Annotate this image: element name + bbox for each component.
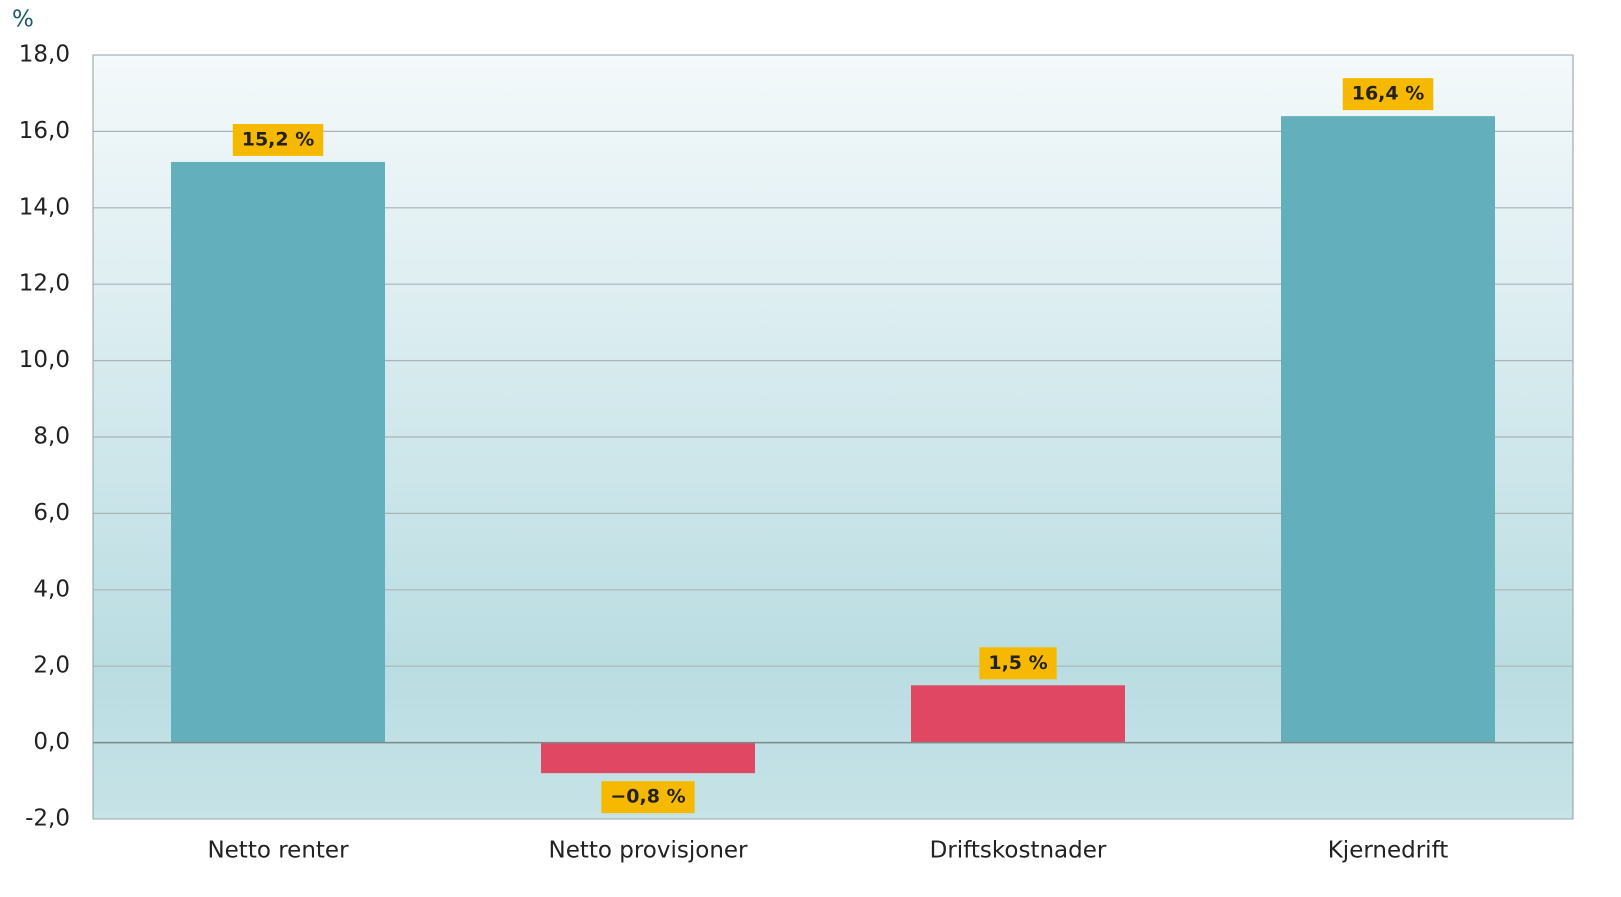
- y-tick-label: 8,0: [33, 424, 70, 450]
- bar: [1281, 116, 1495, 743]
- bar: [541, 742, 755, 774]
- y-tick-label: 14,0: [19, 194, 70, 220]
- x-tick-label: Kjernedrift: [1328, 838, 1449, 864]
- y-unit-label: %: [12, 7, 34, 33]
- value-label-box: [1342, 78, 1434, 111]
- y-tick-label: 18,0: [19, 42, 70, 68]
- bar: [171, 161, 385, 743]
- bar: [911, 685, 1125, 743]
- y-tick-label: 16,0: [19, 118, 70, 144]
- value-label-box: [601, 781, 695, 814]
- x-tick-label: Driftskostnader: [930, 838, 1107, 864]
- y-tick-label: 10,0: [19, 347, 70, 373]
- y-tick-label: 4,0: [33, 576, 70, 602]
- y-tick-label: -2,0: [25, 806, 70, 832]
- value-label: −0,8 %: [610, 786, 685, 808]
- value-label: 16,4 %: [1352, 83, 1425, 105]
- y-tick-label: 0,0: [33, 729, 70, 755]
- value-label-box: [232, 123, 324, 156]
- y-tick-label: 12,0: [19, 271, 70, 297]
- x-tick-label: Netto provisjoner: [548, 838, 748, 864]
- value-label: 15,2 %: [242, 128, 315, 150]
- value-label-box: [979, 647, 1057, 680]
- value-label: 1,5 %: [988, 652, 1047, 674]
- y-tick-label: 6,0: [33, 500, 70, 526]
- y-tick-label: 2,0: [33, 653, 70, 679]
- x-tick-label: Netto renter: [207, 838, 349, 864]
